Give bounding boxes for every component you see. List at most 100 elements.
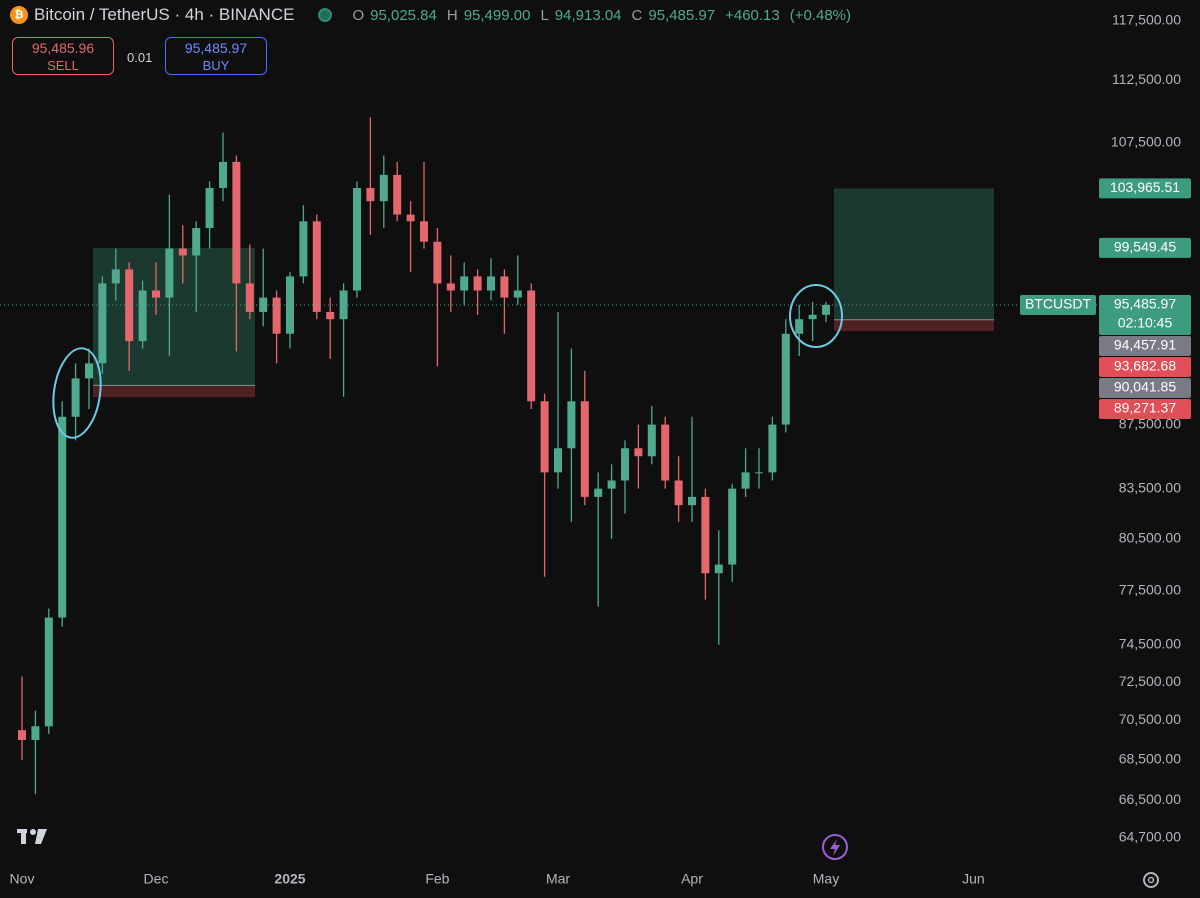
quantity: 0.01: [127, 50, 153, 65]
price-chip-label: 94,457.91: [1114, 337, 1176, 353]
ohlc-value: 95,025.84: [370, 6, 437, 24]
price-chip: [1099, 356, 1191, 377]
candle-body: [487, 276, 495, 291]
ohlc-key: H: [446, 6, 458, 24]
ohlc-value: 95,499.00: [463, 6, 531, 24]
candle-body: [393, 174, 402, 215]
y-tick-label: 64,700.00: [1119, 829, 1181, 845]
x-tick-label: Dec: [144, 871, 169, 887]
candle-body: [219, 161, 227, 188]
x-tick-label: Mar: [546, 871, 570, 887]
price-chip: [1099, 377, 1191, 398]
stop-zone: [834, 319, 994, 332]
y-tick-label: 68,500.00: [1119, 751, 1181, 767]
change: +460.13: [725, 6, 780, 24]
candle-body: [768, 424, 777, 473]
candle-body: [420, 221, 428, 242]
price-chip-label: 89,271.37: [1114, 400, 1176, 416]
symbol-tag: [1020, 294, 1096, 315]
candle-body: [286, 276, 294, 334]
circle-annotation: [789, 284, 843, 348]
price-chip: [1099, 294, 1191, 335]
candle-body: [71, 378, 80, 417]
ohlc-key: L: [540, 6, 549, 24]
candle-body: [674, 480, 683, 506]
y-tick-label: 66,500.00: [1119, 791, 1181, 807]
price-chip-label: 90,041.85: [1114, 379, 1176, 395]
candle-body: [272, 297, 281, 334]
candle-body: [152, 290, 160, 298]
y-tick-label: 74,500.00: [1119, 636, 1181, 652]
price-chip: [1099, 398, 1191, 419]
candle-body: [165, 248, 174, 298]
candle-body: [822, 304, 830, 315]
candle-body: [232, 161, 241, 284]
y-tick-label: 77,500.00: [1119, 581, 1181, 597]
ohlc-value: 95,485.97: [648, 6, 716, 24]
sell-price: 95,485.96: [31, 40, 95, 56]
y-tick-label: 117,500.00: [1112, 12, 1181, 28]
candle-body: [339, 290, 348, 320]
lightning-icon[interactable]: [822, 834, 848, 860]
candle-body: [554, 448, 562, 473]
candle-body: [138, 290, 147, 342]
candle-body: [714, 564, 723, 574]
x-tick-label: May: [813, 871, 839, 887]
price-chip: [1099, 178, 1191, 199]
candle-body: [433, 241, 442, 284]
stop-zone: [93, 385, 255, 398]
price-chip: [1099, 335, 1191, 356]
change-percent: (+0.48%): [789, 6, 852, 24]
candle-body: [299, 221, 308, 277]
candle-body: [621, 448, 629, 481]
candle-body: [594, 488, 603, 497]
plot: 117,500.00112,500.00107,500.0087,500.008…: [0, 12, 1191, 887]
x-tick-label: Apr: [681, 871, 703, 887]
buy-label: BUY: [202, 58, 230, 73]
y-tick-label: 107,500.00: [1111, 133, 1181, 149]
candle-body: [192, 228, 201, 256]
header: ₿ Bitcoin / TetherUS · 4h · BINANCE O 95,…: [10, 5, 855, 25]
y-tick-label: 80,500.00: [1119, 529, 1181, 545]
candle-body: [755, 472, 763, 474]
candle-body: [259, 297, 268, 312]
circle-annotation: [52, 347, 102, 439]
candle-body: [647, 424, 656, 457]
sell-label: SELL: [47, 58, 79, 73]
candle-body: [460, 276, 469, 291]
ohlc-value: 94,913.04: [554, 6, 622, 24]
buy-button[interactable]: 95,485.97 BUY: [165, 37, 267, 75]
sell-button[interactable]: 95,485.96 SELL: [12, 37, 114, 75]
candle-body: [98, 283, 107, 364]
candle-body: [44, 617, 53, 727]
y-tick-label: 112,500.00: [1112, 71, 1181, 87]
candle-body: [661, 424, 670, 481]
ohlc-key: C: [631, 6, 643, 24]
candle-body: [125, 269, 134, 342]
settings-icon[interactable]: [1143, 872, 1159, 888]
candle-body: [366, 187, 375, 202]
coin-icon: ₿: [10, 6, 28, 24]
candle-body: [527, 290, 536, 402]
candle-body: [500, 276, 509, 298]
candle-body: [205, 187, 214, 229]
countdown: 02:10:45: [1118, 315, 1173, 331]
price-chip-label: 103,965.51: [1110, 179, 1180, 195]
candle-body: [808, 314, 817, 320]
price-chip-label: 93,682.68: [1114, 358, 1176, 374]
candle-body: [795, 319, 804, 334]
candle-body: [406, 214, 415, 222]
candle-body: [18, 730, 26, 741]
candle-body: [540, 401, 549, 473]
candle-body: [513, 290, 522, 298]
candle-body: [781, 333, 790, 425]
x-tick-label: Feb: [425, 871, 449, 887]
profit-zone: [834, 188, 994, 320]
candle-body: [31, 726, 40, 741]
candle-body: [326, 311, 335, 320]
price-chip: [1099, 237, 1191, 258]
y-tick-label: 72,500.00: [1119, 673, 1181, 689]
candle-body: [446, 283, 455, 291]
